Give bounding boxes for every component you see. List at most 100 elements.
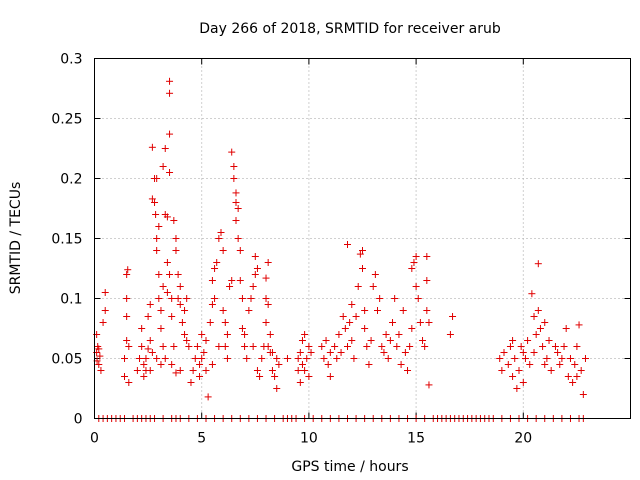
data-point xyxy=(333,355,341,362)
data-point xyxy=(219,247,227,254)
data-point xyxy=(230,163,238,170)
data-point xyxy=(215,343,223,350)
data-point xyxy=(554,349,562,356)
data-point xyxy=(517,343,525,350)
data-point xyxy=(172,235,180,242)
data-point xyxy=(166,77,174,85)
data-point xyxy=(157,325,165,332)
data-point xyxy=(395,331,403,338)
data-point xyxy=(223,355,231,362)
data-point xyxy=(202,337,210,344)
data-point xyxy=(176,283,184,290)
data-point xyxy=(361,307,369,314)
x-axis-label: GPS time / hours xyxy=(291,459,408,475)
data-point xyxy=(524,337,532,344)
data-point xyxy=(155,271,163,278)
data-point xyxy=(569,379,577,386)
data-point xyxy=(326,373,334,380)
data-point xyxy=(247,295,255,302)
data-point xyxy=(294,355,302,362)
data-point xyxy=(266,349,274,356)
data-point xyxy=(96,352,104,360)
y-tick-label: 0.05 xyxy=(51,352,82,368)
data-point xyxy=(121,355,129,362)
data-point xyxy=(446,331,454,338)
data-point xyxy=(208,277,216,284)
data-point xyxy=(521,355,529,362)
data-point xyxy=(404,367,412,374)
data-point xyxy=(228,277,236,284)
data-point xyxy=(386,337,394,344)
data-point xyxy=(157,307,165,314)
data-point xyxy=(579,391,587,398)
data-point xyxy=(298,337,306,344)
data-point xyxy=(234,205,242,212)
data-point xyxy=(365,361,373,368)
data-point xyxy=(408,325,416,332)
plot-frame xyxy=(94,58,631,419)
data-point xyxy=(159,343,167,350)
data-point xyxy=(376,295,384,302)
data-point xyxy=(153,355,161,362)
data-point xyxy=(526,361,534,368)
data-point xyxy=(356,250,364,258)
x-tick-label: 0 xyxy=(90,431,99,447)
data-point xyxy=(230,175,238,182)
data-point xyxy=(504,361,512,368)
data-point xyxy=(408,265,416,272)
data-point xyxy=(283,355,291,362)
data-point xyxy=(221,319,229,326)
data-point xyxy=(318,343,326,350)
data-point xyxy=(449,313,457,320)
data-point xyxy=(228,148,236,156)
data-point xyxy=(511,355,519,362)
data-point xyxy=(363,343,371,350)
data-point xyxy=(371,271,379,278)
data-point xyxy=(163,289,171,296)
data-point xyxy=(556,361,564,368)
data-point xyxy=(181,331,189,338)
data-point xyxy=(393,343,401,350)
data-point xyxy=(547,367,555,374)
data-point xyxy=(534,260,542,268)
data-point xyxy=(245,307,253,314)
data-point xyxy=(211,295,219,302)
x-tick-label: 5 xyxy=(197,431,206,447)
data-point xyxy=(138,343,146,350)
data-point xyxy=(264,343,272,350)
data-point xyxy=(573,343,581,350)
data-point xyxy=(217,229,225,236)
data-point xyxy=(298,361,306,368)
data-point xyxy=(166,169,174,176)
data-point xyxy=(211,265,219,272)
data-point xyxy=(151,199,159,206)
data-point xyxy=(123,295,131,302)
data-point xyxy=(581,355,589,362)
y-tick-label: 0.25 xyxy=(51,112,82,128)
data-point xyxy=(206,319,214,326)
data-point xyxy=(198,355,206,362)
data-point xyxy=(249,343,257,350)
data-point xyxy=(189,367,197,374)
data-point xyxy=(185,343,193,350)
data-point xyxy=(148,143,156,151)
data-point xyxy=(223,331,231,338)
data-point xyxy=(513,385,521,392)
data-point xyxy=(144,313,152,320)
data-point xyxy=(343,343,351,350)
data-point xyxy=(101,289,109,296)
data-point xyxy=(350,355,358,362)
data-point xyxy=(562,325,570,332)
data-point xyxy=(541,361,549,368)
data-point xyxy=(200,349,208,356)
data-point xyxy=(153,235,161,242)
data-point xyxy=(148,195,156,203)
data-point xyxy=(423,277,431,284)
data-point xyxy=(423,307,431,314)
data-point xyxy=(410,259,418,266)
data-point xyxy=(183,337,191,344)
chart-title: Day 266 of 2018, SRMTID for receiver aru… xyxy=(199,21,501,37)
data-point xyxy=(232,217,240,224)
data-point xyxy=(146,337,154,344)
